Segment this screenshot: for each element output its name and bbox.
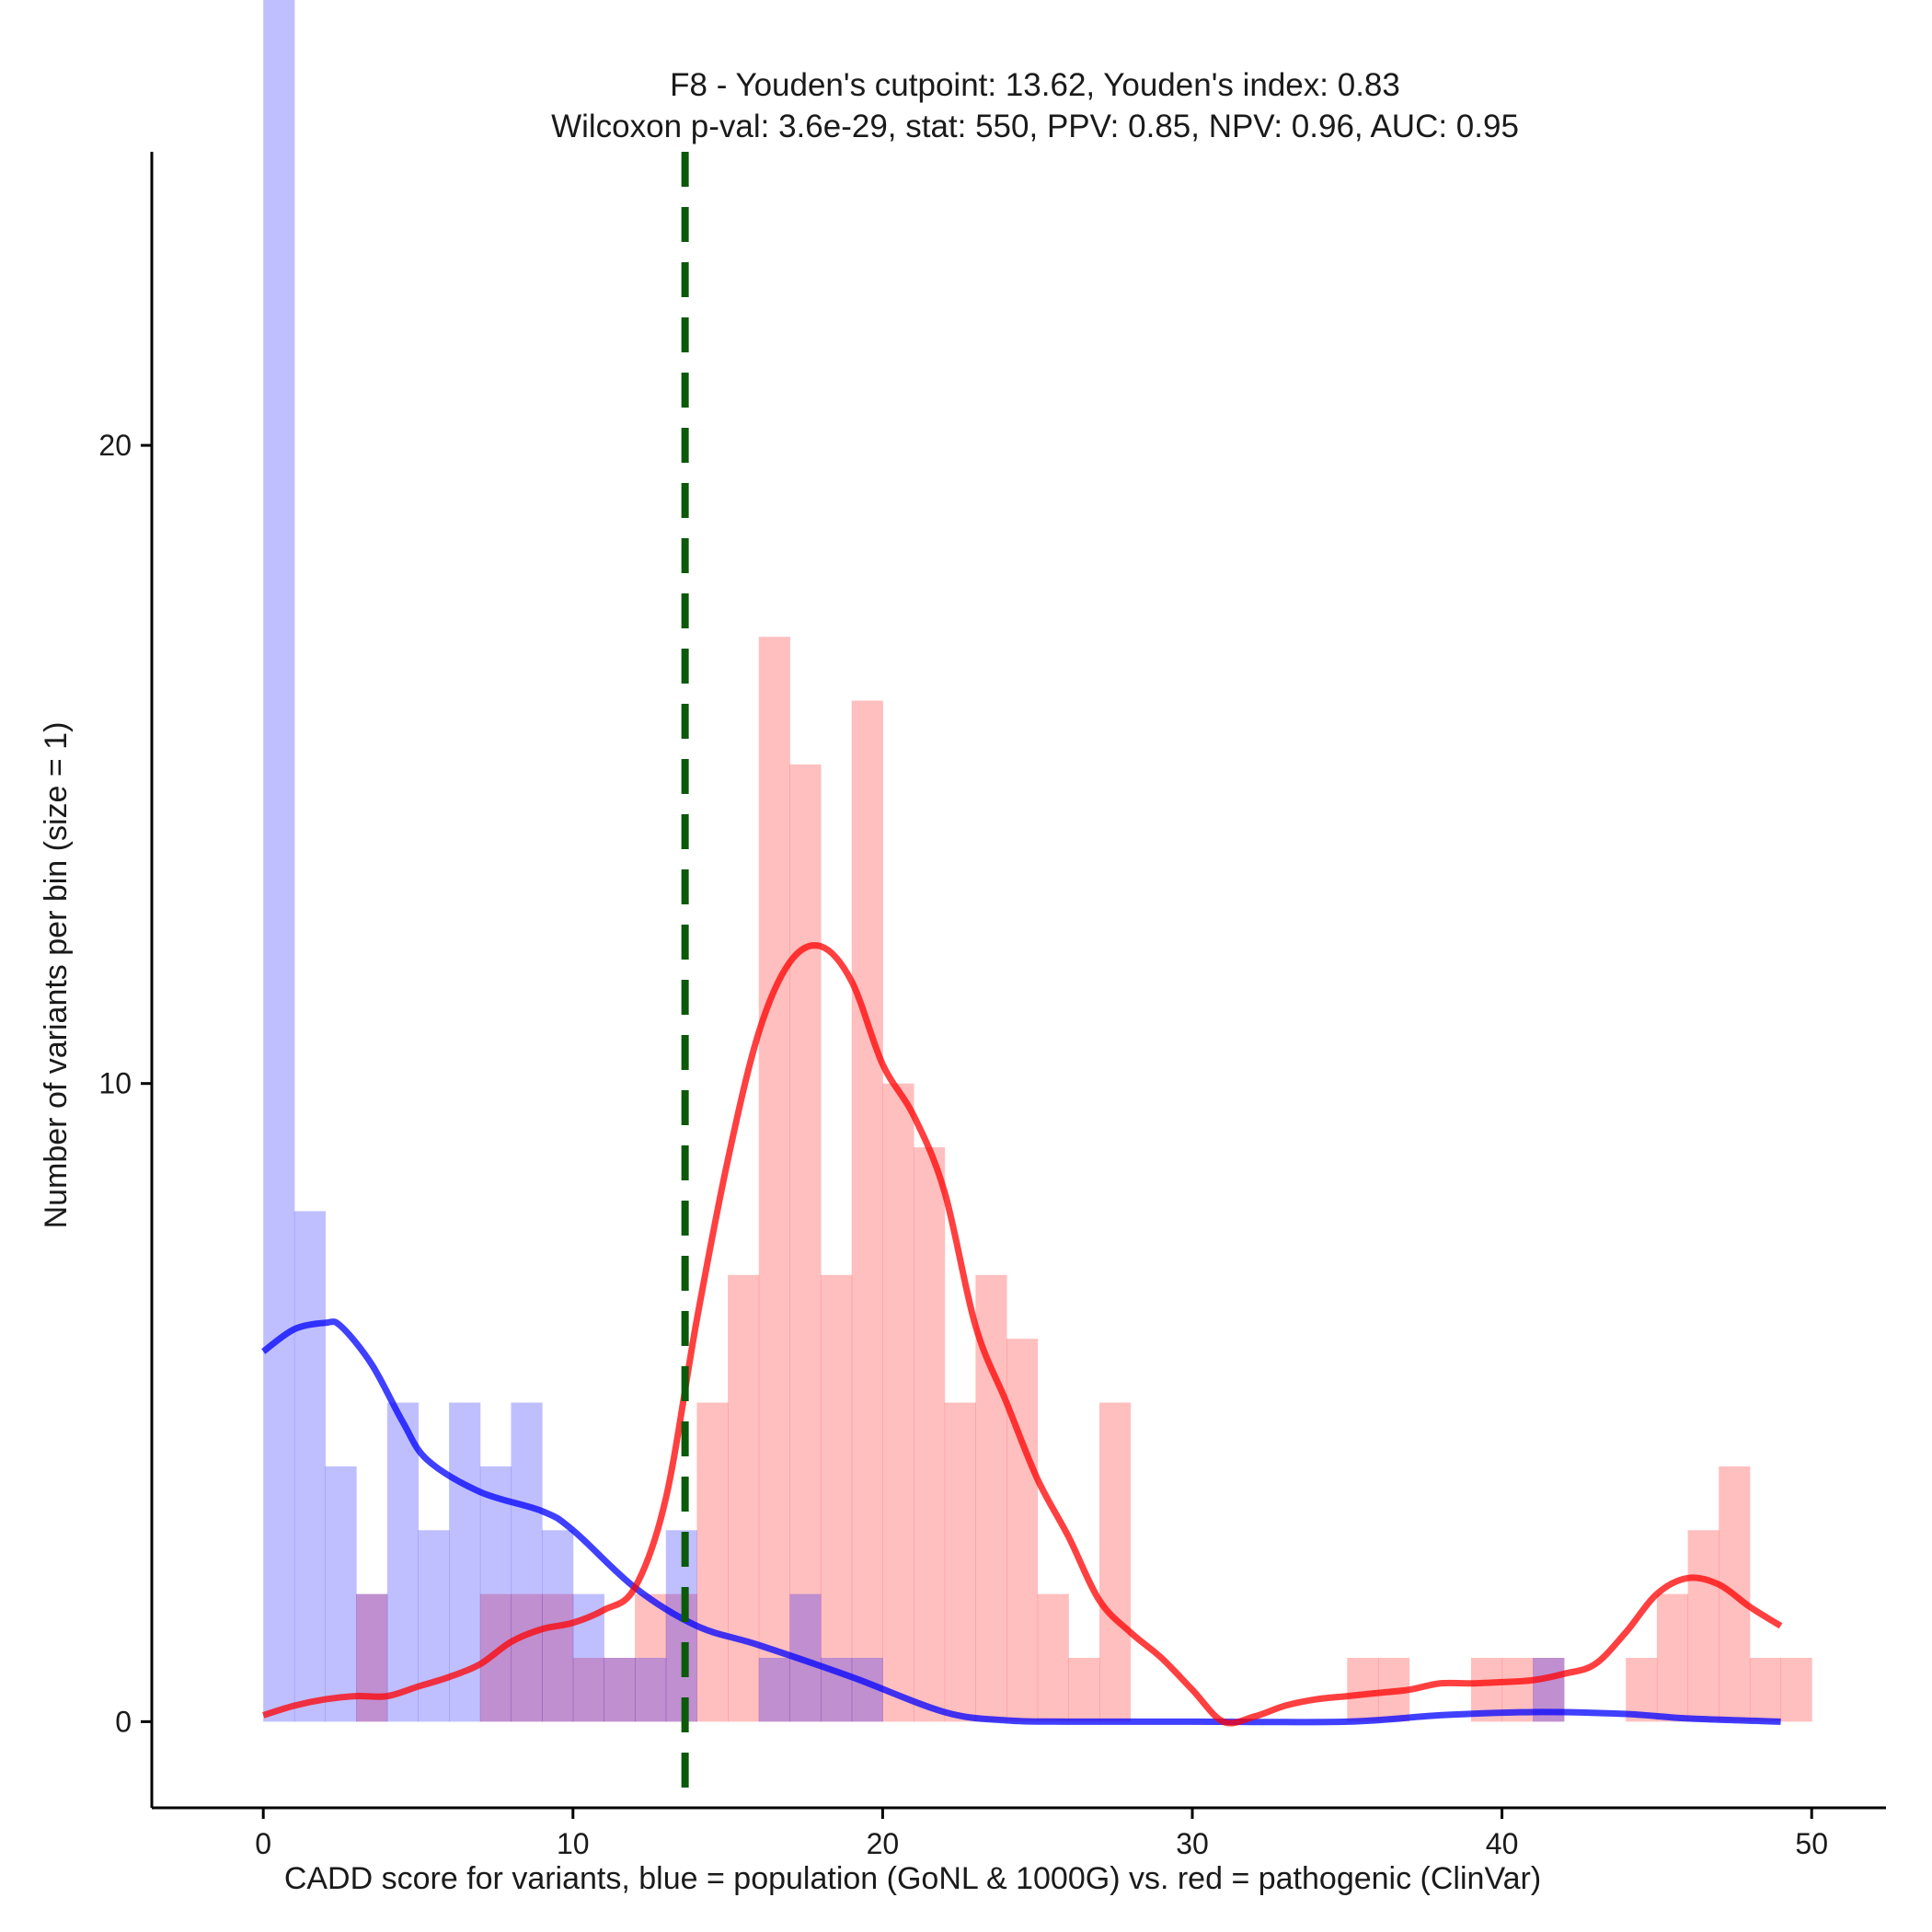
pathogenic-bar [1780,1657,1812,1722]
pathogenic-bars [356,637,1812,1722]
population-bar [386,1402,419,1722]
pathogenic-bar [1006,1339,1039,1722]
population-bar [263,0,295,1722]
population-bar [511,1402,543,1722]
population-bar [635,1657,667,1722]
pathogenic-bar [882,1083,914,1722]
population-bar [356,1593,388,1722]
pathogenic-bar [604,1657,636,1722]
population-bar [479,1466,512,1722]
pathogenic-density-curve [262,942,1783,1727]
pathogenic-bar [914,1147,946,1722]
population-bar [758,1657,790,1722]
pathogenic-bar [1099,1402,1132,1722]
pathogenic-bar [1749,1657,1782,1722]
x-tick-label: 30 [1176,1827,1209,1860]
pathogenic-bar [944,1402,976,1722]
chart-title-line2: Wilcoxon p-val: 3.6e-29, stat: 550, PPV:… [551,109,1519,144]
chart-title-line1: F8 - Youden's cutpoint: 13.62, Youden's … [670,67,1400,103]
pathogenic-bar [1347,1657,1379,1722]
pathogenic-bar [1656,1593,1689,1722]
population-bar [293,1211,326,1722]
y-axis-label: Number of variants per bin (size = 1) [39,722,74,1229]
pathogenic-bar [758,637,790,1722]
population-bar [325,1466,357,1722]
pathogenic-bar [1068,1657,1100,1722]
y-tick-label: 10 [98,1067,132,1100]
y-tick-label: 0 [115,1705,132,1738]
pathogenic-bar [572,1657,604,1722]
population-bar [604,1657,636,1722]
y-ticks: 0 10 20 [98,429,152,1738]
x-ticks: 0 10 20 30 40 50 [255,1808,1828,1860]
axes: 0 10 20 30 40 50 0 10 20 [98,152,1886,1860]
pathogenic-bar [851,700,883,1722]
pathogenic-bar [1037,1593,1069,1722]
pathogenic-bar [696,1402,729,1722]
pathogenic-bar [511,1593,543,1722]
pathogenic-bar [789,764,822,1722]
x-tick-label: 40 [1486,1827,1519,1860]
y-tick-label: 20 [98,429,132,462]
population-bar [418,1530,450,1722]
x-tick-label: 50 [1795,1827,1828,1860]
pathogenic-bar [1687,1530,1719,1722]
x-axis-label: CADD score for variants, blue = populati… [284,1861,1541,1896]
pathogenic-bar [542,1593,574,1722]
population-density-curve [261,1318,1781,1726]
pathogenic-bar [728,1274,760,1722]
pathogenic-bar [1626,1657,1658,1722]
pathogenic-bar [635,1593,667,1722]
x-tick-label: 10 [557,1827,590,1860]
x-tick-label: 0 [255,1827,271,1860]
density-curves [261,942,1783,1727]
pathogenic-bar [356,1593,388,1722]
pathogenic-bar [821,1274,853,1722]
x-tick-label: 20 [867,1827,900,1860]
